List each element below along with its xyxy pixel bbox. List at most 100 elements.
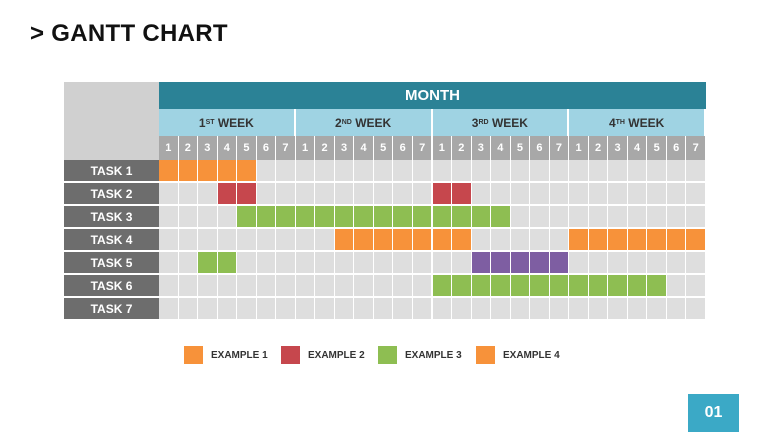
grid-cell: [686, 298, 706, 321]
task-bar-cell: [178, 160, 199, 183]
day-header: 1: [569, 136, 589, 160]
grid-cell: [276, 298, 296, 321]
grid-cell: [432, 298, 453, 321]
task-bar-cell: [412, 206, 433, 229]
grid-cell: [510, 229, 531, 252]
day-header: 4: [217, 136, 238, 160]
grid-cell: [237, 229, 257, 252]
page-number-badge: 01: [688, 394, 739, 432]
grid-cell: [393, 183, 413, 206]
task-bar-cell: [217, 160, 238, 183]
grid-cell: [178, 206, 199, 229]
grid-cell: [256, 160, 277, 183]
grid-cell: [666, 206, 687, 229]
grid-cell: [510, 183, 531, 206]
day-header: 7: [276, 136, 296, 160]
task-bar-cell: [354, 206, 374, 229]
grid-cell: [217, 298, 238, 321]
week-header-4: 4 TH WEEK: [569, 109, 706, 136]
grid-cell: [393, 275, 413, 298]
task-bar-cell: [237, 160, 257, 183]
task-bar-cell: [373, 206, 394, 229]
task-bar-cell: [432, 275, 453, 298]
grid-cell: [373, 183, 394, 206]
grid-cell: [295, 229, 316, 252]
legend-swatch: [281, 346, 300, 364]
task-bar-cell: [452, 229, 472, 252]
grid-cell: [588, 206, 609, 229]
grid-cell: [510, 298, 531, 321]
day-header: 2: [178, 136, 199, 160]
task-bar-cell: [256, 206, 277, 229]
task-bar-cell: [217, 252, 238, 275]
grid-cell: [627, 160, 648, 183]
grid-cell: [471, 183, 492, 206]
grid-cell: [159, 183, 179, 206]
grid-cell: [686, 252, 706, 275]
grid-cell: [549, 298, 570, 321]
task-bar-cell: [237, 183, 257, 206]
day-header: 1: [432, 136, 453, 160]
grid-cell: [198, 229, 218, 252]
grid-cell: [159, 275, 179, 298]
grid-cell: [412, 298, 433, 321]
grid-cell: [237, 252, 257, 275]
task-bar-cell: [159, 160, 179, 183]
slide-title: > GANTT CHART: [30, 20, 228, 47]
grid-cell: [412, 252, 433, 275]
task-bar-cell: [510, 252, 531, 275]
legend-item: EXAMPLE 3: [378, 346, 462, 364]
grid-cell: [276, 275, 296, 298]
day-header: 3: [198, 136, 218, 160]
grid-cell: [276, 183, 296, 206]
grid-cell: [276, 252, 296, 275]
task-bar-cell: [354, 229, 374, 252]
grid-cell: [315, 160, 335, 183]
grid-cell: [666, 252, 687, 275]
week-number: 2: [335, 115, 342, 130]
grid-cell: [198, 206, 218, 229]
grid-cell: [627, 252, 648, 275]
grid-cell: [452, 298, 472, 321]
grid-cell: [256, 298, 277, 321]
grid-cell: [491, 229, 511, 252]
task-bar-cell: [334, 229, 355, 252]
day-header: 3: [334, 136, 355, 160]
grid-cell: [452, 252, 472, 275]
task-bar-cell: [452, 275, 472, 298]
grid-cell: [178, 183, 199, 206]
grid-cell: [530, 298, 550, 321]
legend-item: EXAMPLE 4: [476, 346, 560, 364]
grid-cell: [608, 252, 628, 275]
grid-cell: [412, 160, 433, 183]
task-label: TASK 1: [64, 160, 159, 183]
grid-cell: [315, 298, 335, 321]
day-header: 3: [471, 136, 492, 160]
task-bar-cell: [569, 229, 589, 252]
grid-cell: [315, 183, 335, 206]
legend-swatch: [476, 346, 495, 364]
day-header: 6: [256, 136, 277, 160]
day-header: 2: [315, 136, 335, 160]
grid-cell: [471, 229, 492, 252]
task-bar-cell: [432, 206, 453, 229]
grid-cell: [471, 298, 492, 321]
grid-cell: [588, 298, 609, 321]
grid-cell: [159, 252, 179, 275]
grid-cell: [569, 298, 589, 321]
day-header: 2: [452, 136, 472, 160]
grid-cell: [627, 298, 648, 321]
grid-cell: [373, 252, 394, 275]
grid-cell: [569, 160, 589, 183]
grid-cell: [530, 183, 550, 206]
grid-cell: [256, 252, 277, 275]
grid-cell: [334, 252, 355, 275]
task-label: TASK 4: [64, 229, 159, 252]
day-header: 7: [412, 136, 433, 160]
grid-cell: [627, 183, 648, 206]
task-bar-cell: [276, 206, 296, 229]
grid-cell: [354, 298, 374, 321]
grid-cell: [256, 229, 277, 252]
grid-cell: [373, 275, 394, 298]
grid-cell: [256, 275, 277, 298]
